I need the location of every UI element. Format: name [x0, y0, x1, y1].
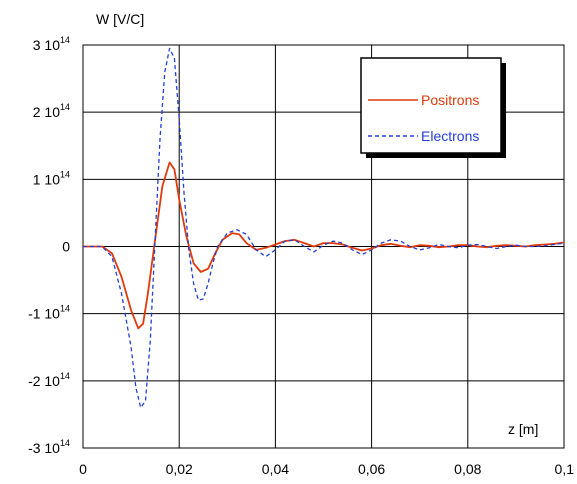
y-tick-label: -3 1014 — [28, 438, 70, 456]
y-tick-label: -1 1014 — [28, 304, 70, 322]
y-tick-exponent: 14 — [60, 304, 70, 314]
y-tick-label: 3 1014 — [33, 35, 70, 53]
x-tick-label: 0,08 — [454, 461, 481, 477]
legend: Positrons Electrons — [360, 57, 506, 158]
y-tick-exponent: 14 — [60, 169, 70, 179]
legend-label-positrons: Positrons — [421, 92, 479, 108]
legend-box — [360, 57, 502, 154]
y-tick-mantissa: 0 — [62, 239, 70, 255]
y-tick-label: 0 — [62, 239, 70, 255]
y-tick-mantissa: 3 10 — [33, 37, 60, 53]
x-tick-label: 0 — [79, 461, 87, 477]
y-tick-label: -2 1014 — [28, 371, 70, 389]
y-tick-mantissa: -1 10 — [28, 306, 60, 322]
y-tick-exponent: 14 — [60, 102, 70, 112]
y-tick-mantissa: 2 10 — [33, 104, 60, 120]
series-line-positrons — [83, 161, 565, 330]
x-axis-label: z [m] — [508, 421, 538, 437]
y-tick-exponent: 14 — [60, 35, 70, 45]
y-tick-label: 1 1014 — [33, 169, 70, 187]
y-tick-exponent: 14 — [60, 371, 70, 381]
y-tick-exponent: 14 — [60, 438, 70, 448]
x-ticks: 0 0,02 0,04 0,06 0,08 0,1 — [79, 461, 574, 477]
x-tick-label: 0,02 — [166, 461, 193, 477]
y-tick-mantissa: -2 10 — [28, 373, 60, 389]
x-tick-label: 0,04 — [262, 461, 289, 477]
legend-label-electrons: Electrons — [421, 128, 479, 144]
y-axis-label: W [V/C] — [96, 11, 144, 27]
series-line-electrons — [83, 47, 565, 409]
y-tick-mantissa: 1 10 — [33, 171, 60, 187]
series-layer — [83, 47, 565, 409]
y-tick-label: 2 1014 — [33, 102, 70, 120]
x-tick-label: 0,06 — [358, 461, 385, 477]
x-tick-label: 0,1 — [555, 461, 575, 477]
y-tick-mantissa: -3 10 — [28, 440, 60, 456]
